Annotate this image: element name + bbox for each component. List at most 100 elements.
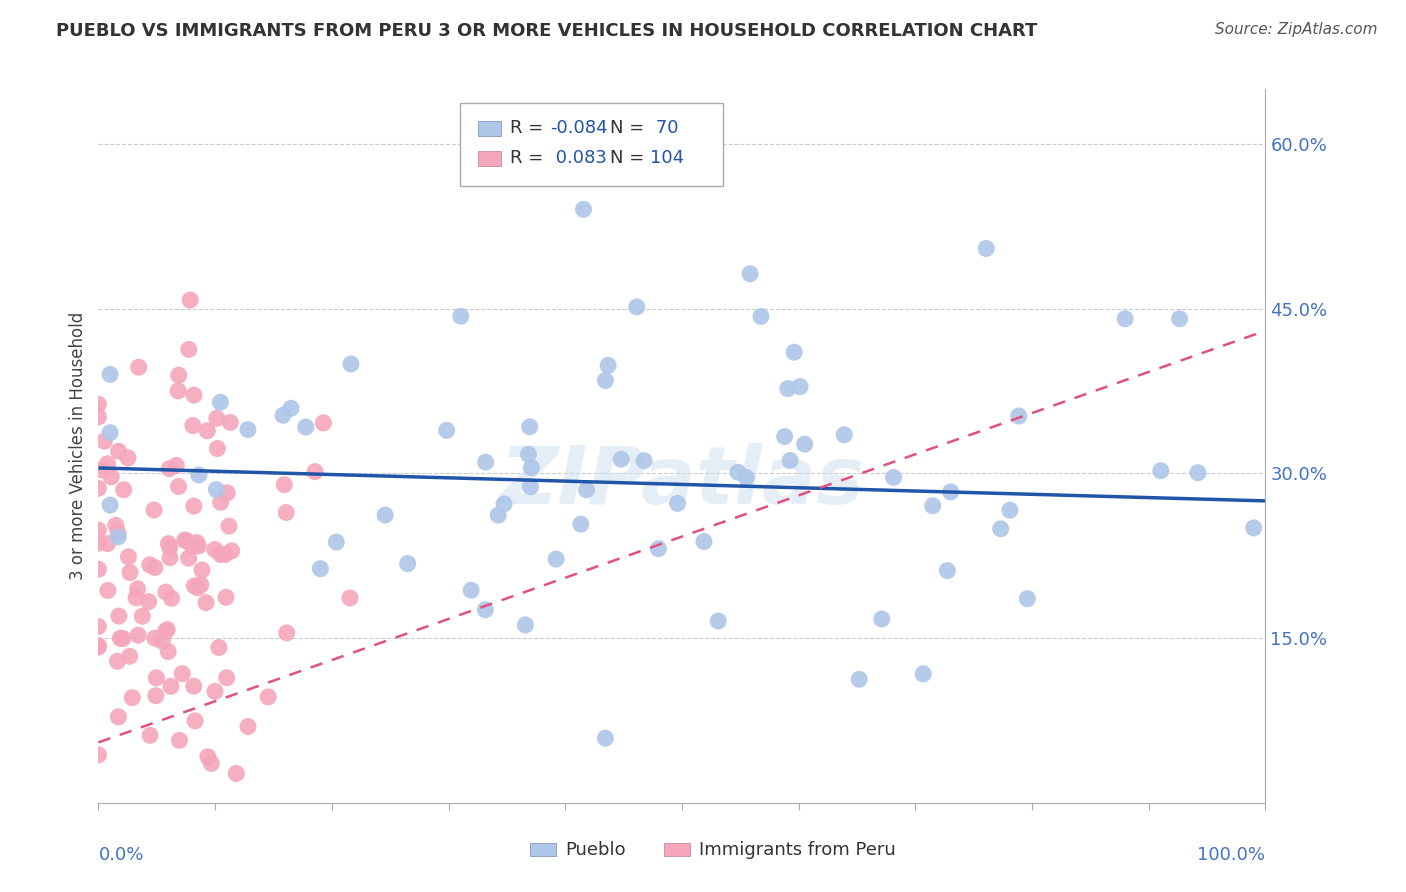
- Point: [152, 634, 174, 648]
- Point: [87, 409, 110, 424]
- Point: [450, 310, 472, 324]
- Point: [626, 300, 648, 314]
- Point: [749, 310, 772, 324]
- Point: [374, 508, 396, 522]
- Text: R =: R =: [510, 120, 550, 137]
- Text: 100.0%: 100.0%: [1198, 846, 1265, 863]
- Point: [90, 463, 112, 477]
- Point: [870, 612, 893, 626]
- Point: [108, 609, 131, 624]
- Point: [197, 749, 219, 764]
- Point: [111, 632, 134, 646]
- Point: [160, 679, 183, 693]
- Point: [191, 563, 214, 577]
- FancyBboxPatch shape: [460, 103, 723, 186]
- Text: -0.084: -0.084: [550, 120, 607, 137]
- Point: [97, 457, 120, 471]
- Point: [187, 581, 209, 595]
- Point: [1017, 591, 1039, 606]
- Point: [339, 591, 361, 605]
- Point: [486, 508, 509, 523]
- Point: [125, 591, 148, 605]
- Point: [200, 756, 222, 771]
- Point: [517, 447, 540, 461]
- Point: [172, 666, 194, 681]
- Point: [666, 496, 689, 510]
- Point: [117, 450, 139, 465]
- Point: [117, 549, 139, 564]
- Point: [693, 534, 716, 549]
- Point: [156, 623, 179, 637]
- Point: [97, 583, 120, 598]
- Point: [396, 557, 419, 571]
- Text: Pueblo: Pueblo: [565, 841, 626, 859]
- Point: [96, 536, 118, 550]
- Point: [107, 710, 129, 724]
- Point: [138, 558, 160, 572]
- Point: [177, 551, 200, 566]
- Point: [474, 455, 496, 469]
- FancyBboxPatch shape: [478, 121, 501, 136]
- Point: [204, 542, 226, 557]
- Point: [209, 495, 232, 509]
- Point: [436, 423, 458, 437]
- Point: [280, 401, 302, 416]
- Point: [205, 483, 228, 497]
- Point: [143, 631, 166, 645]
- Point: [707, 614, 730, 628]
- Point: [325, 535, 347, 549]
- Point: [98, 425, 121, 440]
- Point: [215, 671, 238, 685]
- Point: [595, 731, 617, 746]
- Point: [187, 539, 209, 553]
- Point: [87, 619, 110, 633]
- Point: [118, 566, 141, 580]
- Point: [205, 411, 228, 425]
- Point: [177, 343, 200, 357]
- Text: R =: R =: [510, 150, 550, 168]
- Point: [779, 453, 801, 467]
- Point: [98, 498, 121, 512]
- Point: [740, 267, 762, 281]
- Point: [183, 388, 205, 402]
- Point: [157, 461, 180, 475]
- Point: [974, 242, 997, 256]
- Point: [87, 536, 110, 550]
- Point: [143, 560, 166, 574]
- Point: [195, 596, 218, 610]
- Point: [204, 684, 226, 698]
- Point: [598, 359, 620, 373]
- Point: [190, 577, 212, 591]
- Point: [520, 460, 543, 475]
- Text: 70: 70: [651, 120, 679, 137]
- Point: [173, 533, 195, 548]
- Point: [87, 639, 110, 653]
- Point: [87, 562, 110, 576]
- Point: [340, 357, 363, 371]
- Point: [832, 427, 855, 442]
- Point: [939, 484, 962, 499]
- Point: [93, 434, 115, 449]
- Point: [107, 530, 129, 544]
- FancyBboxPatch shape: [530, 844, 555, 856]
- Point: [575, 483, 598, 497]
- Point: [128, 360, 150, 375]
- Point: [1150, 464, 1173, 478]
- Point: [87, 747, 110, 762]
- Point: [735, 470, 758, 484]
- Point: [155, 585, 177, 599]
- Point: [236, 423, 259, 437]
- Point: [183, 579, 205, 593]
- Point: [218, 519, 240, 533]
- Point: [187, 468, 209, 483]
- Point: [1187, 466, 1209, 480]
- Point: [773, 429, 796, 443]
- Point: [990, 522, 1012, 536]
- Point: [519, 419, 541, 434]
- Point: [273, 477, 295, 491]
- Point: [143, 503, 166, 517]
- Text: N =: N =: [610, 150, 650, 168]
- Text: 0.0%: 0.0%: [98, 846, 143, 863]
- Point: [176, 533, 198, 548]
- Point: [118, 649, 141, 664]
